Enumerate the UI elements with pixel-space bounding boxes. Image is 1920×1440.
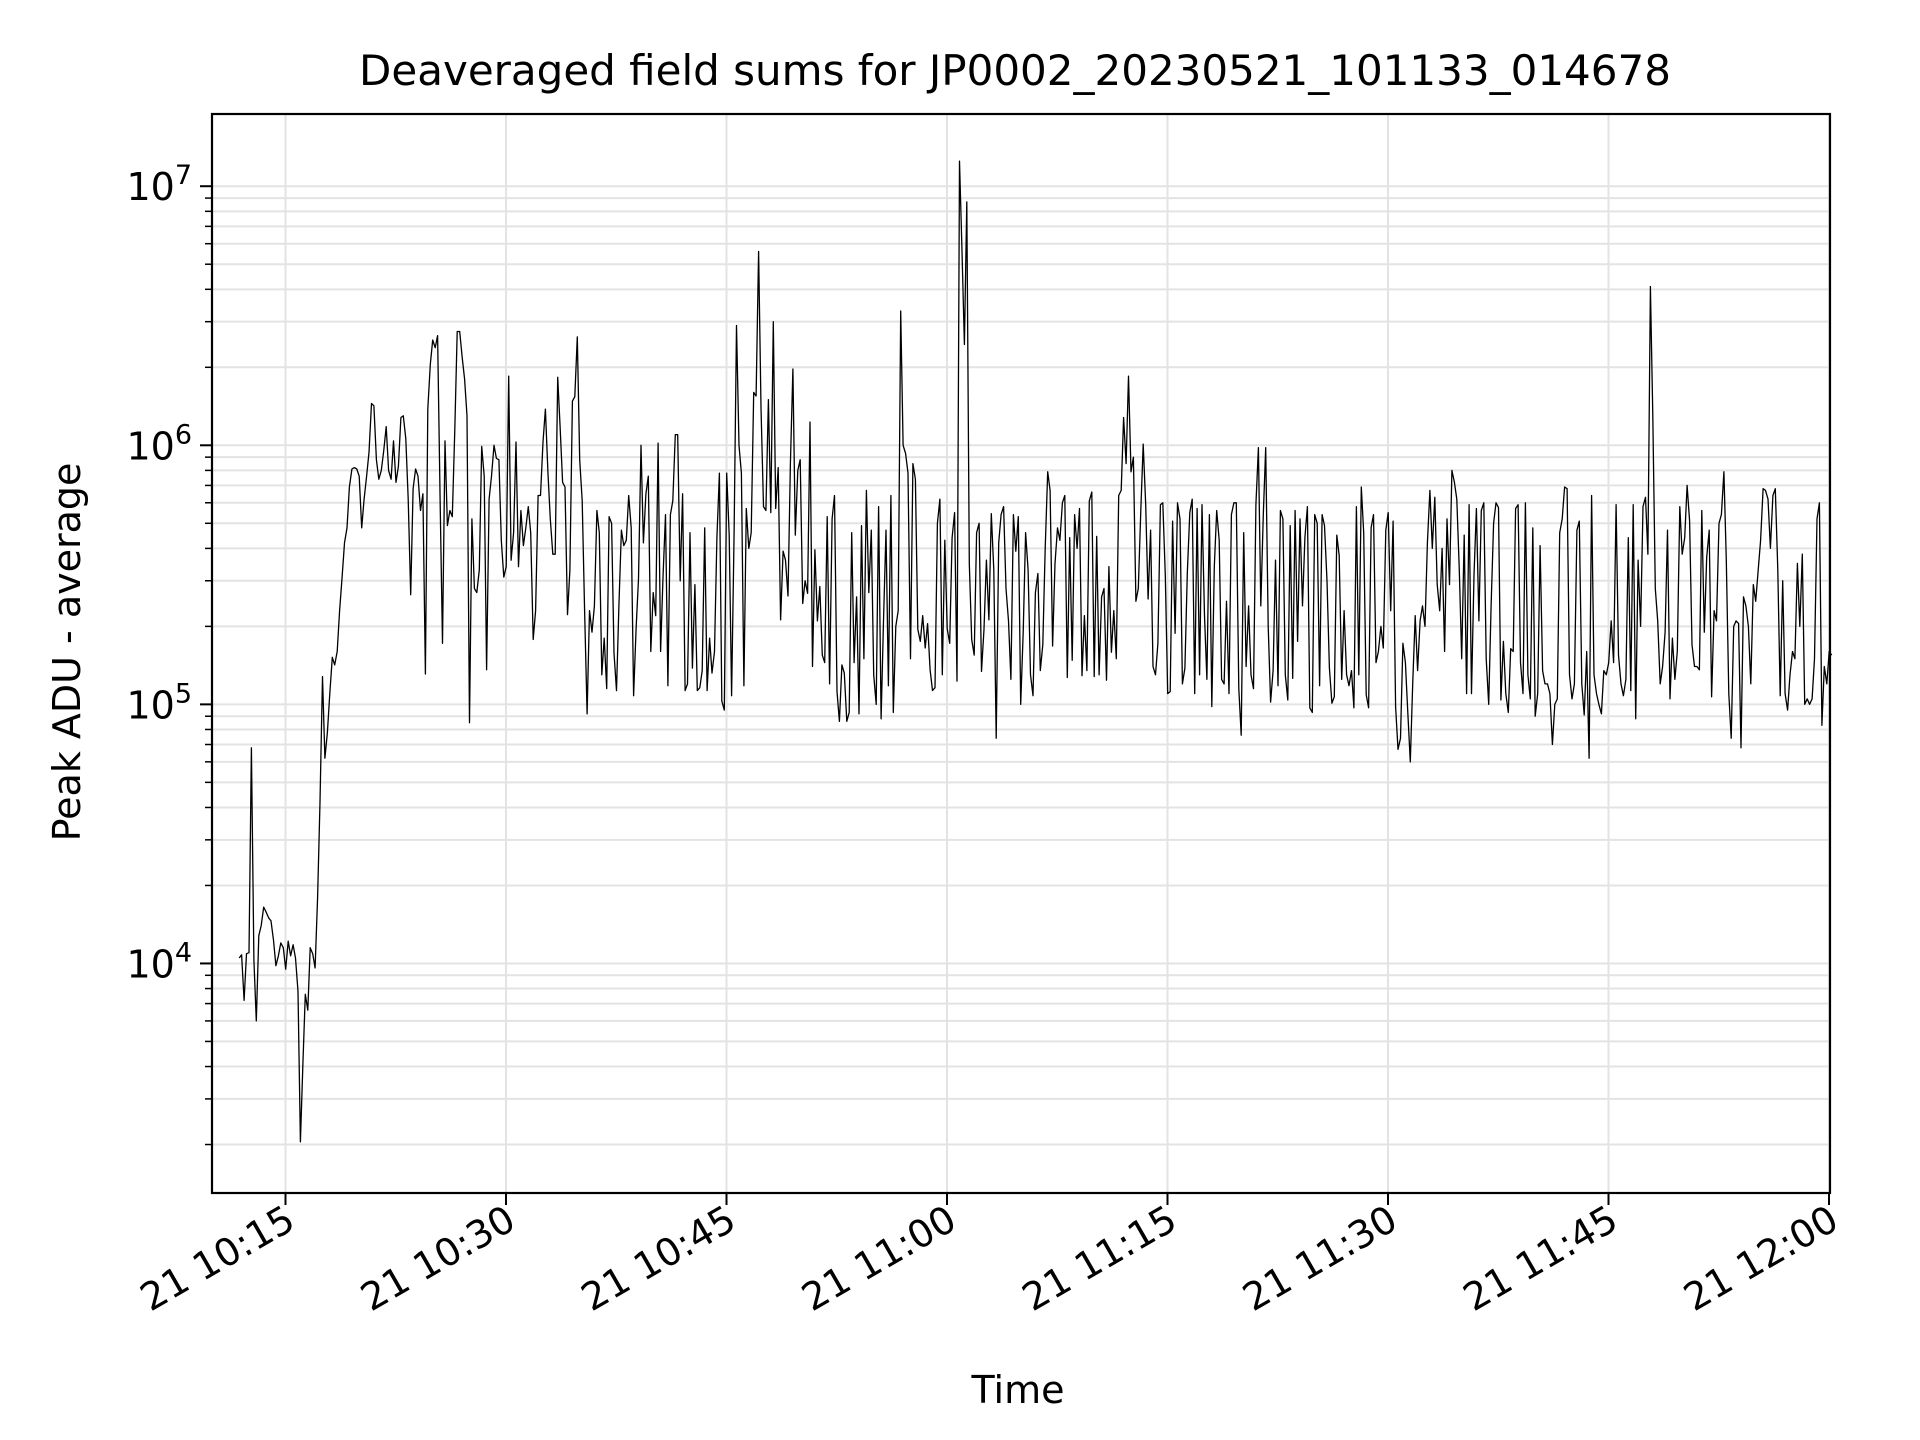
y-tick-label: 107	[126, 160, 192, 209]
x-axis-label: Time	[971, 1368, 1065, 1412]
grid-layer	[212, 114, 1830, 1193]
plot-frame	[210, 112, 1832, 1195]
series-line	[238, 160, 1833, 1143]
line-layer	[238, 160, 1833, 1143]
chart-title: Deaveraged field sums for JP0002_2023052…	[359, 46, 1671, 95]
y-axis-label: Peak ADU - average	[45, 463, 89, 842]
y-tick-label: 106	[126, 419, 192, 468]
y-tick-label: 104	[126, 937, 192, 986]
y-tick-label: 105	[126, 678, 192, 727]
